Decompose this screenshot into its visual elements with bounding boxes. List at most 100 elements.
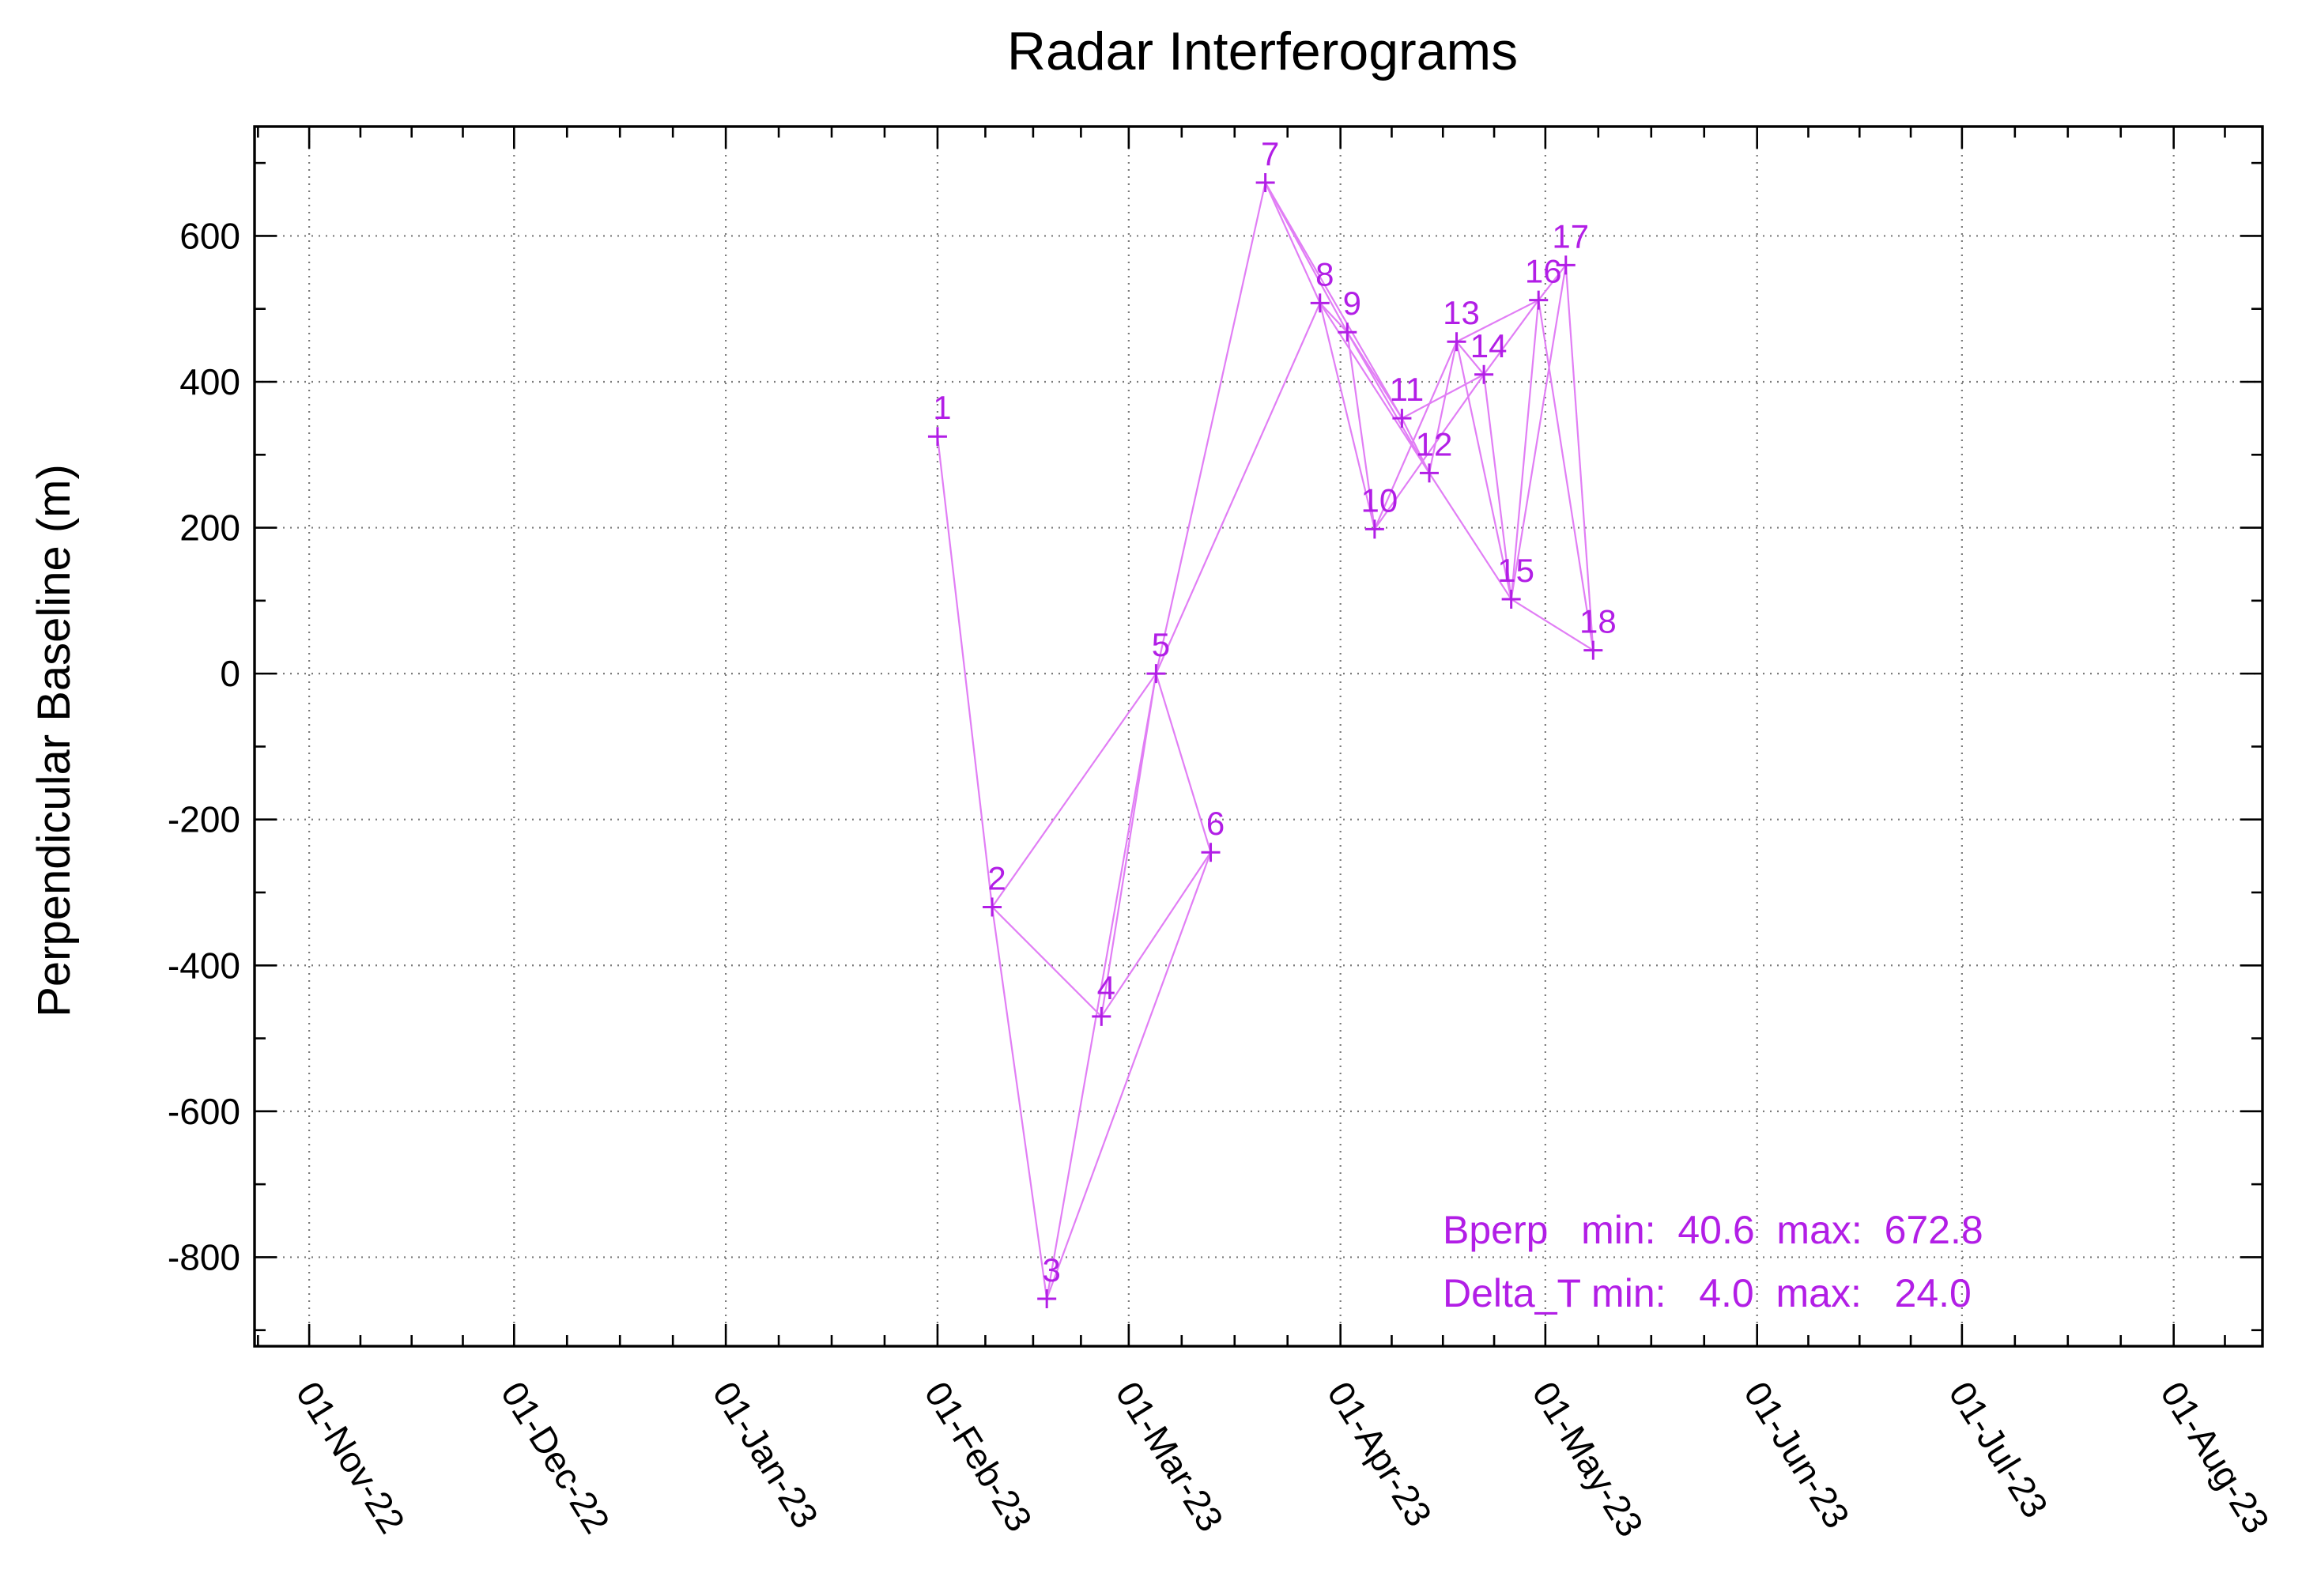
interferogram-edge xyxy=(1455,341,1485,375)
interferogram-edge xyxy=(1346,332,1376,530)
acquisition-label: 18 xyxy=(1579,603,1617,640)
x-tick-label: 01-May-23 xyxy=(1524,1375,1651,1544)
interferogram-edge xyxy=(1373,374,1485,530)
acquisition-label: 9 xyxy=(1343,285,1361,322)
x-tick-label: 01-Jun-23 xyxy=(1736,1375,1858,1535)
acquisition-marker xyxy=(1201,843,1221,862)
x-tick-label: 01-Aug-23 xyxy=(2153,1375,2277,1541)
y-tick-label: 400 xyxy=(179,361,240,402)
interferogram-edge xyxy=(991,907,1048,1300)
acquisition-label: 13 xyxy=(1443,294,1480,331)
x-tick-label: 01-Mar-23 xyxy=(1108,1375,1232,1539)
x-tick-label: 01-Nov-22 xyxy=(289,1375,413,1541)
acquisition-label: 12 xyxy=(1416,425,1453,462)
acquisition-marker xyxy=(1583,640,1603,660)
y-tick-label: -600 xyxy=(168,1091,240,1132)
acquisition-label: 1 xyxy=(933,389,951,426)
acquisition-marker xyxy=(1310,293,1330,313)
acquisition-label: 4 xyxy=(1097,969,1115,1006)
interferogram-edge xyxy=(1319,302,1349,333)
acquisition-marker xyxy=(1474,364,1494,384)
acquisition-label: 17 xyxy=(1552,217,1589,255)
acquisition-label: 6 xyxy=(1206,805,1225,842)
interferogram-edge xyxy=(1428,341,1458,474)
interferogram-edge xyxy=(1264,182,1321,304)
x-tick-label: 01-Apr-23 xyxy=(1319,1375,1440,1534)
interferogram-edge xyxy=(1155,302,1321,674)
interferogram-edge xyxy=(991,906,1103,1017)
interferogram-edge xyxy=(1155,182,1266,674)
y-tick-label: -800 xyxy=(168,1236,240,1277)
x-tick-label: 01-Dec-22 xyxy=(493,1375,618,1541)
acquisition-label: 14 xyxy=(1470,327,1508,364)
stats-annotation-delta-t: Delta_T min: 4.0 max: 24.0 xyxy=(1443,1271,1972,1315)
acquisition-marker xyxy=(1037,1289,1057,1309)
interferogram-edge xyxy=(1100,851,1212,1017)
marker-layer xyxy=(927,173,1603,1309)
acquisition-label: 11 xyxy=(1390,371,1425,408)
acquisition-label: 15 xyxy=(1497,552,1534,589)
interferogram-edge xyxy=(1510,300,1540,600)
acquisition-marker xyxy=(1146,664,1166,684)
acquisition-marker xyxy=(983,897,1002,917)
y-tick-label: -200 xyxy=(168,799,240,840)
acquisition-label: 10 xyxy=(1361,481,1398,519)
interferogram-edge xyxy=(1455,341,1512,600)
y-tick-label: -400 xyxy=(168,945,240,986)
x-tick-label: 01-Jul-23 xyxy=(1941,1375,2056,1525)
acquisition-marker xyxy=(1338,323,1357,342)
acquisition-marker xyxy=(1556,255,1576,275)
x-tick-label: 01-Feb-23 xyxy=(916,1375,1040,1539)
y-tick-label: 600 xyxy=(179,215,240,256)
interferogram-edge xyxy=(1510,265,1567,600)
interferogram-edge xyxy=(1428,472,1512,600)
interferogram-edge xyxy=(1046,673,1157,1300)
edge-layer xyxy=(936,182,1594,1300)
acquisition-label: 16 xyxy=(1525,253,1562,290)
acquisition-marker xyxy=(1364,519,1384,539)
acquisition-label: 2 xyxy=(987,859,1006,896)
interferogram-edge xyxy=(936,436,994,907)
acquisition-marker xyxy=(927,427,947,447)
plot-frame xyxy=(253,125,2264,1348)
interferogram-edge xyxy=(1538,300,1594,651)
chart-title: Radar Interferograms xyxy=(1007,21,1518,81)
y-tick-label: 0 xyxy=(220,653,240,694)
interferogram-edge xyxy=(1100,673,1157,1017)
interferogram-edge xyxy=(1538,264,1567,301)
interferogram-edge xyxy=(1401,417,1430,474)
acquisition-marker xyxy=(1392,409,1412,428)
interferogram-edge xyxy=(1155,673,1212,853)
x-tick-label: 01-Jan-23 xyxy=(705,1375,827,1535)
interferogram-edge xyxy=(1264,182,1403,419)
acquisition-label: 8 xyxy=(1315,255,1334,292)
interferogram-edge xyxy=(1046,851,1212,1300)
y-axis-label: Perpendicular Baseline (m) xyxy=(28,464,80,1017)
acquisition-marker xyxy=(1447,332,1466,352)
y-tick-label: 200 xyxy=(179,507,240,549)
acquisition-marker xyxy=(1419,463,1439,483)
interferogram-edge xyxy=(1564,265,1594,651)
grid-layer xyxy=(255,126,2262,1346)
acquisition-marker xyxy=(1501,590,1521,609)
acquisition-marker xyxy=(1092,1006,1111,1026)
interferogram-edge xyxy=(1319,303,1376,530)
interferogram-edge xyxy=(1483,374,1512,600)
interferogram-edge xyxy=(1346,331,1430,474)
stats-annotation-bperp: Bperp min: 40.6 max: 672.8 xyxy=(1443,1208,1983,1252)
acquisition-label: 3 xyxy=(1042,1251,1060,1288)
interferogram-edge xyxy=(1483,299,1540,375)
interferogram-edge xyxy=(1456,299,1539,343)
interferogram-edge xyxy=(1373,341,1458,530)
acquisition-marker xyxy=(1529,290,1549,310)
interferogram-edge xyxy=(1401,373,1485,420)
interferogram-edge xyxy=(991,673,1157,908)
acquisition-label: 5 xyxy=(1152,626,1170,663)
acquisition-label: 7 xyxy=(1261,135,1279,172)
acquisition-marker xyxy=(1255,173,1275,193)
interferogram-edge xyxy=(1511,598,1594,651)
tick-layer xyxy=(255,126,2262,1346)
